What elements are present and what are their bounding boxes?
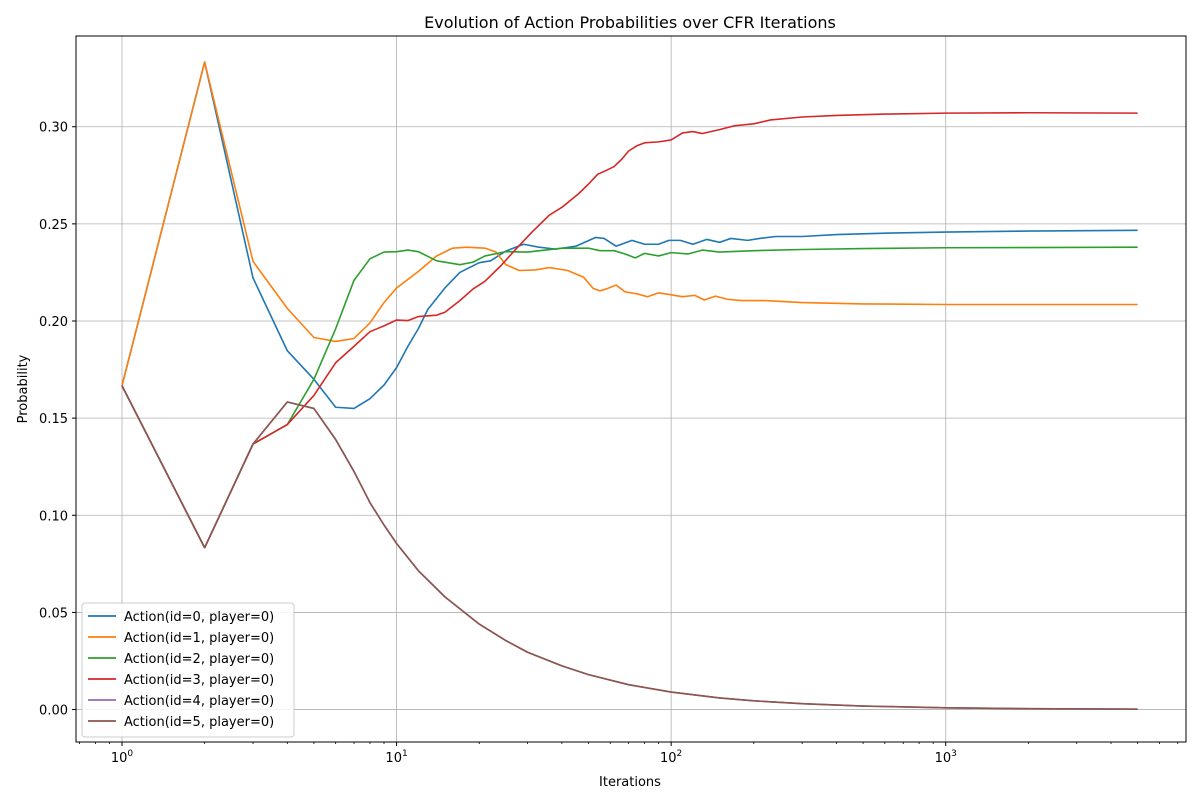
series-line-1 <box>121 61 1138 386</box>
x-tick-label: 100 <box>111 749 134 766</box>
x-axis-label: Iterations <box>599 775 661 790</box>
legend-label-4: Action(id=4, player=0) <box>124 694 274 709</box>
y-tick-label: 0.10 <box>39 509 68 524</box>
x-tick-label: 102 <box>660 749 682 766</box>
series-line-5 <box>121 385 1138 710</box>
y-tick-label: 0.20 <box>39 315 68 330</box>
legend-label-3: Action(id=3, player=0) <box>124 673 274 688</box>
y-tick-label: 0.25 <box>39 218 68 233</box>
x-tick-label: 103 <box>935 749 957 766</box>
series-line-2 <box>121 246 1138 549</box>
series-line-0 <box>121 61 1138 410</box>
y-tick-label: 0.30 <box>39 121 68 136</box>
legend-label-1: Action(id=1, player=0) <box>124 631 274 646</box>
series-line-3 <box>121 111 1138 549</box>
y-tick-label: 0.05 <box>39 606 68 621</box>
legend: Action(id=0, player=0) Action(id=1, playe… <box>81 602 295 738</box>
legend-label-2: Action(id=2, player=0) <box>124 652 274 667</box>
axis-ticks <box>72 126 1179 746</box>
y-tick-label: 0.15 <box>39 412 68 427</box>
tick-labels: 100 101 102 103 0.00 0.05 0.10 0.15 0.20 0.25 0.30 <box>39 121 957 766</box>
y-axis-label: Probability <box>16 354 31 423</box>
legend-box <box>81 602 295 738</box>
series-lines <box>121 61 1138 710</box>
x-tick-label: 101 <box>385 749 407 766</box>
plot-frame <box>75 35 1187 743</box>
chart-title: Evolution of Action Probabilities over C… <box>424 13 836 32</box>
legend-label-5: Action(id=5, player=0) <box>124 715 274 730</box>
legend-label-0: Action(id=0, player=0) <box>124 610 274 625</box>
y-tick-label: 0.00 <box>39 704 68 719</box>
